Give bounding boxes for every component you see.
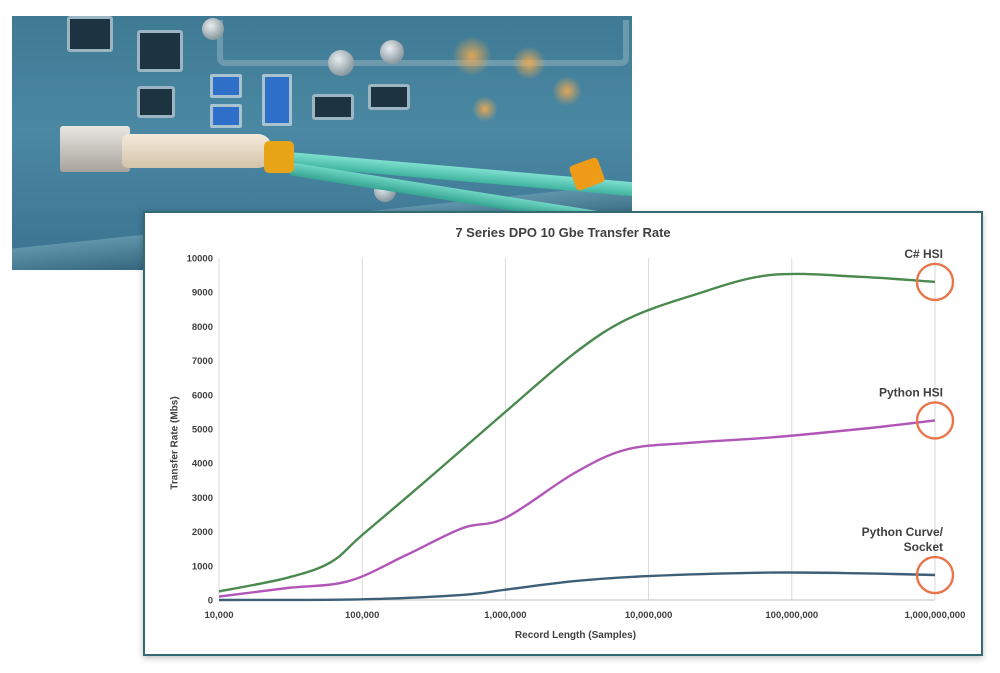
highlight-circle bbox=[915, 262, 955, 302]
series-annotation: Python HSI bbox=[879, 385, 943, 399]
chart-card: 7 Series DPO 10 Gbe Transfer Rate Transf… bbox=[143, 211, 983, 656]
chart-title: 7 Series DPO 10 Gbe Transfer Rate bbox=[455, 225, 671, 240]
series-annotation: Python Curve/ bbox=[862, 525, 944, 539]
y-tick-label: 7000 bbox=[192, 356, 213, 367]
line-chart: 10,000 100,000 1,000,000 10,000,000 100,000,… bbox=[187, 247, 966, 621]
x-tick-label: 100,000,000 bbox=[765, 610, 818, 621]
photo-port bbox=[137, 30, 183, 72]
photo-bokeh bbox=[452, 36, 492, 76]
photo-port bbox=[137, 86, 175, 118]
photo-usb-port bbox=[210, 74, 242, 98]
photo-usb-port bbox=[262, 74, 292, 126]
photo-bracket bbox=[217, 20, 629, 66]
photo-bokeh bbox=[552, 76, 582, 106]
y-tick-label: 8000 bbox=[192, 322, 213, 333]
photo-bokeh bbox=[472, 96, 498, 122]
series-annotation: C# HSI bbox=[904, 247, 943, 261]
photo-knob bbox=[380, 40, 404, 64]
y-tick-label: 0 bbox=[208, 596, 213, 607]
x-tick-label: 1,000,000 bbox=[484, 610, 526, 621]
series-annotation: Socket bbox=[904, 540, 943, 554]
x-tick-label: 1,000,000,000 bbox=[905, 610, 966, 621]
highlight-circle bbox=[915, 401, 955, 440]
x-tick-label: 10,000 bbox=[204, 610, 233, 621]
photo-bokeh bbox=[512, 46, 546, 80]
photo-port bbox=[67, 16, 113, 52]
y-tick-label: 9000 bbox=[192, 288, 213, 299]
x-tick-label: 100,000 bbox=[345, 610, 379, 621]
y-tick-label: 10000 bbox=[187, 254, 213, 265]
series-line-1 bbox=[218, 272, 936, 593]
series-line-2 bbox=[218, 419, 936, 598]
photo-cable-plug bbox=[122, 134, 272, 168]
photo-hdmi-port bbox=[312, 94, 354, 120]
y-tick-label: 2000 bbox=[192, 527, 213, 538]
photo-knob bbox=[328, 50, 354, 76]
photo-sfp-connector bbox=[60, 126, 130, 172]
y-tick-label: 4000 bbox=[192, 459, 213, 470]
series-line-3 bbox=[218, 571, 936, 602]
photo-hdmi-port bbox=[368, 84, 410, 110]
y-tick-label: 6000 bbox=[192, 390, 213, 401]
photo-usb-port bbox=[210, 104, 242, 128]
x-axis-label: Record Length (Samples) bbox=[514, 630, 637, 641]
y-tick-label: 5000 bbox=[192, 425, 213, 436]
x-tick-label: 10,000,000 bbox=[625, 610, 673, 621]
y-tick-label: 1000 bbox=[192, 561, 213, 572]
photo-knob bbox=[202, 18, 224, 40]
highlight-circle bbox=[915, 555, 955, 595]
y-tick-label: 3000 bbox=[192, 493, 213, 504]
photo-cable-boot bbox=[264, 141, 294, 173]
